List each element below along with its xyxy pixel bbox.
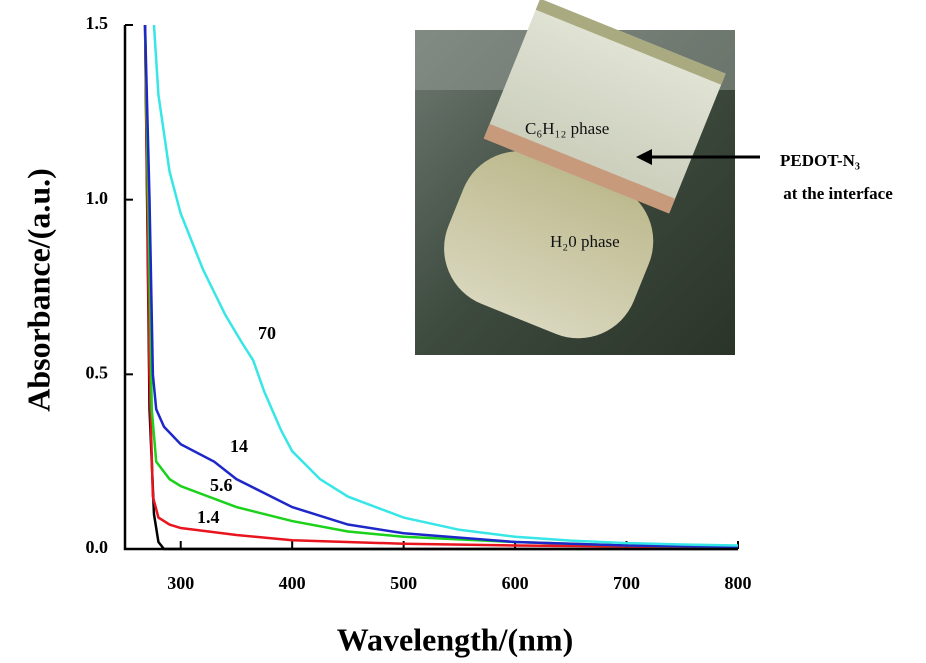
line (143, 24, 739, 549)
y-tick-label: 1.5 (86, 13, 109, 33)
axis-frame (123, 25, 738, 551)
x-tick-label: 400 (279, 573, 306, 593)
annotation: H₂0 phase (550, 232, 620, 251)
y-axis-title: Absorbance/(a.u.) (20, 168, 56, 412)
x-tick-label: 600 (502, 573, 529, 593)
series-label: 70 (258, 323, 276, 343)
y-tick-label: 0.0 (86, 537, 109, 557)
x-tick-label: 300 (167, 573, 194, 593)
annotation: at the interface (783, 184, 893, 203)
y-tick-label: 0.5 (86, 362, 109, 382)
x-tick-label: 700 (613, 573, 640, 593)
series-label: 1.4 (197, 507, 220, 527)
line (152, 24, 739, 547)
x-tick-label: 500 (390, 573, 417, 593)
inset-photo (415, 0, 735, 355)
arrow-head (636, 149, 652, 165)
series-label: 14 (230, 436, 248, 456)
x-axis-title: Wavelength/(nm) (337, 621, 573, 657)
x-tick-label: 800 (725, 573, 752, 593)
annotation: C₆H₁₂ phase (525, 119, 609, 138)
series-label: 5.6 (210, 475, 233, 495)
line (143, 24, 739, 549)
y-tick-label: 1.0 (86, 188, 109, 208)
annotation: PEDOT-N₃ (780, 151, 860, 170)
